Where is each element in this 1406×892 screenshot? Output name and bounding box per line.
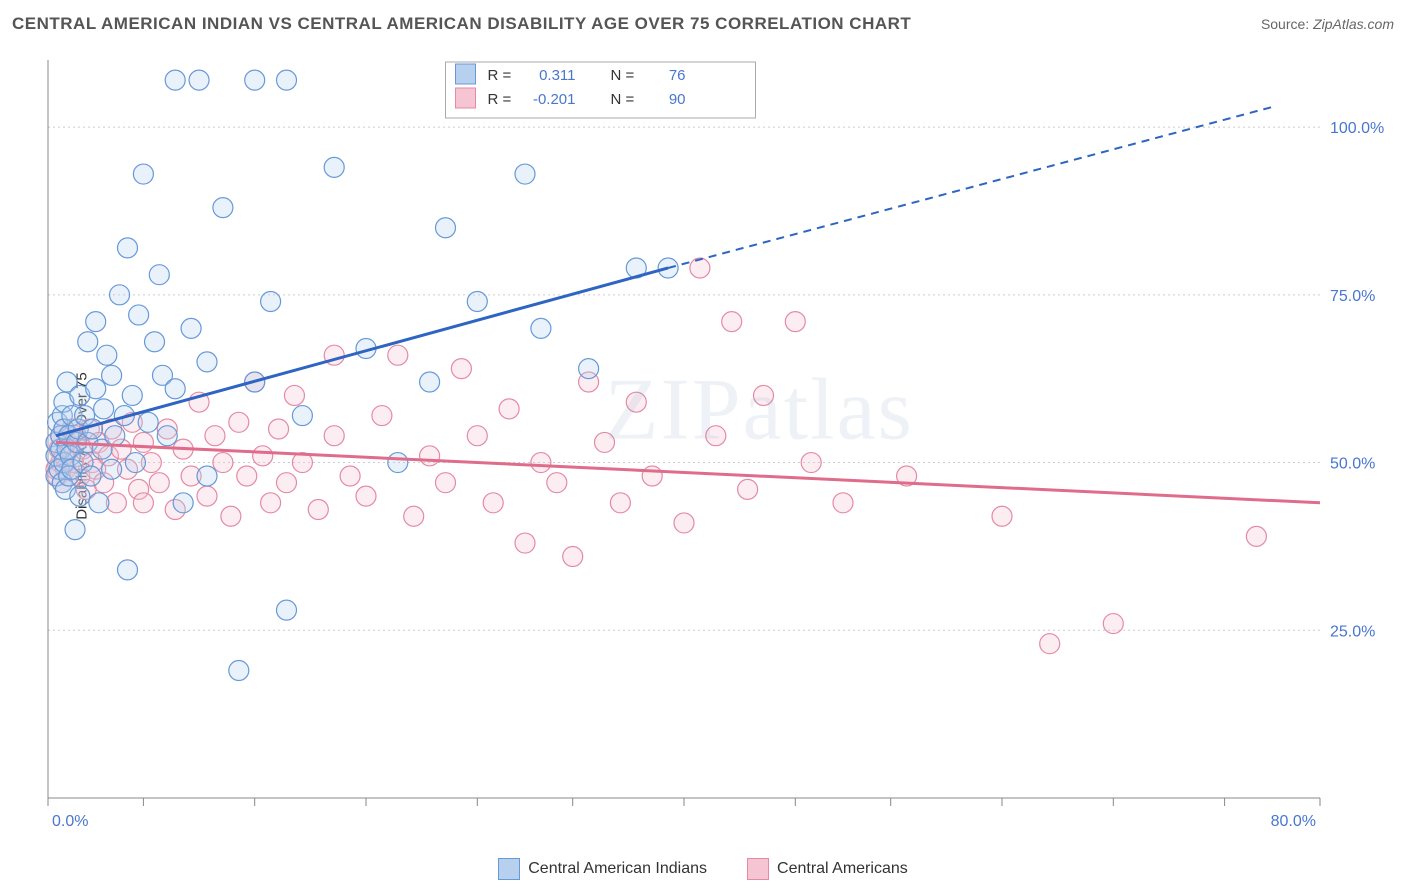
svg-text:50.0%: 50.0% <box>1330 456 1375 473</box>
svg-text:76: 76 <box>669 67 686 84</box>
chart-svg: 0.0% 80.0% 25.0% 50.0% 75.0% 100.0% R = 0.311 N … <box>44 44 1392 832</box>
source-attribution: Source: ZipAtlas.com <box>1261 16 1394 32</box>
svg-text:N =: N = <box>611 91 635 108</box>
svg-text:80.0%: 80.0% <box>1271 813 1316 830</box>
legend-swatch-series2 <box>747 858 769 880</box>
header-bar: CENTRAL AMERICAN INDIAN VS CENTRAL AMERI… <box>12 10 1394 38</box>
legend-swatch-series1 <box>498 858 520 880</box>
bottom-legend: Central American Indians Central America… <box>0 858 1406 880</box>
svg-text:-0.201: -0.201 <box>533 91 576 108</box>
svg-text:0.0%: 0.0% <box>52 813 88 830</box>
scatter-chart: 0.0% 80.0% 25.0% 50.0% 75.0% 100.0% R = 0.311 N … <box>44 44 1392 832</box>
svg-text:100.0%: 100.0% <box>1330 120 1384 137</box>
legend-label-series1: Central American Indians <box>528 860 707 878</box>
svg-text:R =: R = <box>488 91 512 108</box>
source-prefix: Source: <box>1261 16 1313 32</box>
svg-text:90: 90 <box>669 91 686 108</box>
svg-text:R =: R = <box>488 67 512 84</box>
legend-item-series2: Central Americans <box>747 858 908 880</box>
chart-title: CENTRAL AMERICAN INDIAN VS CENTRAL AMERI… <box>12 14 911 34</box>
source-name: ZipAtlas.com <box>1313 16 1394 32</box>
legend-label-series2: Central Americans <box>777 860 908 878</box>
svg-text:25.0%: 25.0% <box>1330 623 1375 640</box>
legend-item-series1: Central American Indians <box>498 858 707 880</box>
svg-text:75.0%: 75.0% <box>1330 288 1375 305</box>
svg-text:N =: N = <box>611 67 635 84</box>
svg-text:0.311: 0.311 <box>539 67 575 84</box>
